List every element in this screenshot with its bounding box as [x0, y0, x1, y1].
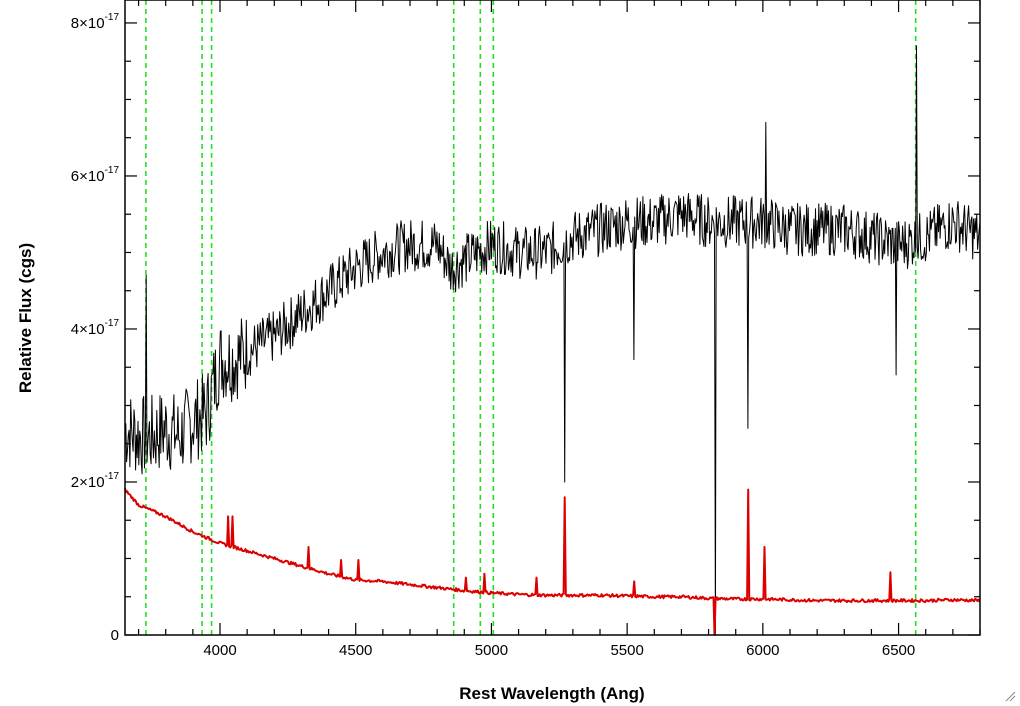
resize-grip-icon[interactable]: [1004, 690, 1016, 702]
x-tick-label: 5000: [475, 642, 508, 659]
y-tick-label: 8×10-17: [71, 12, 120, 32]
plot-area: [125, 0, 980, 635]
plot-frame: [124, 0, 981, 636]
x-tick-label: 4500: [339, 642, 372, 659]
y-tick-label: 6×10-17: [71, 165, 120, 185]
spectrum-line: [124, 45, 981, 636]
y-tick-label: 4×10-17: [71, 318, 120, 338]
x-axis-label: Rest Wavelength (Ang): [459, 684, 644, 703]
x-tick-label: 4000: [203, 642, 236, 659]
x-tick-label: 6500: [882, 642, 915, 659]
y-axis-label: Relative Flux (cgs): [16, 243, 35, 393]
x-tick-label: 6000: [746, 642, 779, 659]
y-tick-label: 0: [111, 627, 119, 644]
axes-layer: 4000 4500 5000 5500 6000 6500 0 2×10-17 4×10-17 6…: [71, 0, 981, 659]
plot-background: [125, 0, 980, 635]
y-tick-label: 2×10-17: [71, 471, 120, 491]
x-tick-label: 5500: [610, 642, 643, 659]
series-layer: [124, 45, 981, 636]
model-line: [124, 488, 981, 636]
